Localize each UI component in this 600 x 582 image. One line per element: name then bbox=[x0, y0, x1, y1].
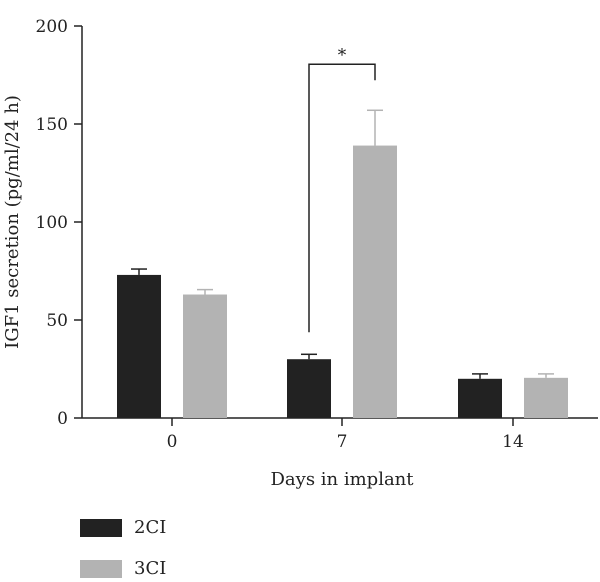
legend-label-3ci: 3CI bbox=[134, 558, 167, 579]
bar-2ci-day-14 bbox=[458, 378, 502, 418]
bar-2ci-day-0 bbox=[117, 274, 161, 418]
legend-item-3ci: 3CI bbox=[80, 558, 166, 579]
y-tick-label-200: 200 bbox=[36, 17, 68, 37]
bar-3ci-day-14 bbox=[524, 377, 568, 418]
y-axis-label: IGF1 secretion (pg/ml/24 h) bbox=[2, 95, 23, 349]
x-tick-label-7: 7 bbox=[337, 432, 348, 452]
axes: 0 50 100 150 200 0 7 14 bbox=[36, 17, 598, 452]
bar-3ci-day-7 bbox=[353, 145, 397, 418]
y-tick-label-0: 0 bbox=[57, 409, 68, 429]
bars bbox=[117, 109, 568, 418]
y-tick-label-50: 50 bbox=[46, 311, 68, 331]
legend-swatch-3ci bbox=[80, 559, 122, 578]
significance-bracket bbox=[308, 63, 376, 333]
significance-star: * bbox=[338, 45, 347, 65]
y-tick-label-150: 150 bbox=[36, 115, 68, 135]
bar-3ci-day-0 bbox=[183, 294, 227, 418]
annotations: * bbox=[308, 45, 376, 333]
y-tick-label-100: 100 bbox=[36, 213, 68, 233]
legend-label-2ci: 2CI bbox=[134, 517, 167, 538]
x-axis-label: Days in implant bbox=[270, 469, 414, 490]
legend-swatch-2ci bbox=[80, 518, 122, 537]
bar-2ci-day-7 bbox=[287, 359, 331, 418]
x-tick-label-14: 14 bbox=[502, 432, 524, 452]
legend-item-2ci: 2CI bbox=[80, 517, 166, 538]
x-tick-label-0: 0 bbox=[167, 432, 178, 452]
